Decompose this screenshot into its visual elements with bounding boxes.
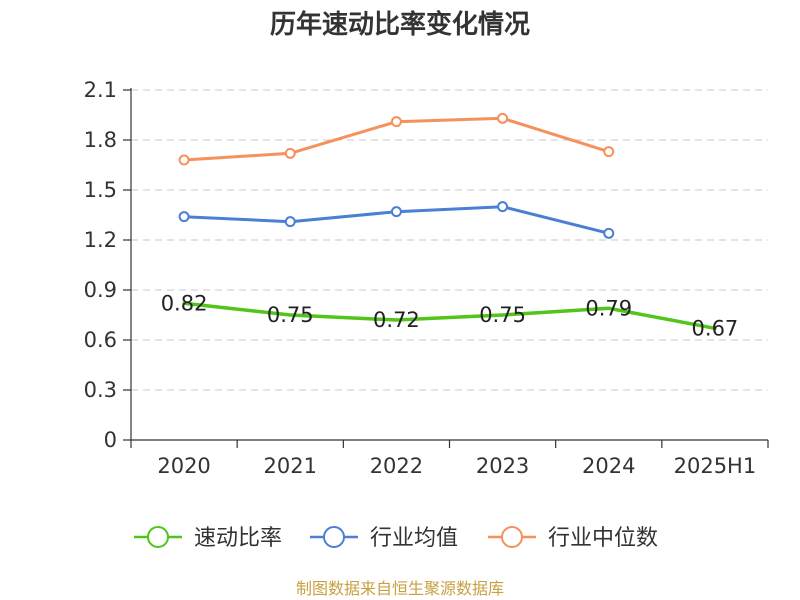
x-tick-label: 2023 <box>476 454 529 478</box>
data-label: 0.67 <box>692 316 739 340</box>
data-labels: 0.82 0.75 0.72 0.75 0.79 0.67 <box>161 291 739 340</box>
x-tick-label: 2021 <box>264 454 317 478</box>
x-tick-label: 2025H1 <box>674 454 757 478</box>
x-tick-label: 2022 <box>370 454 423 478</box>
data-label: 0.82 <box>161 291 208 315</box>
x-tick-label: 2020 <box>157 454 210 478</box>
legend-label: 速动比率 <box>194 526 282 551</box>
data-point <box>603 227 615 239</box>
legend-label: 行业均值 <box>370 526 458 551</box>
data-label: 0.75 <box>267 303 314 327</box>
legend-swatch-marker <box>147 526 169 548</box>
data-label: 0.75 <box>479 303 526 327</box>
source-note: 制图数据来自恒生聚源数据库 <box>296 579 504 598</box>
data-point <box>390 116 402 128</box>
y-tick-label: 0.3 <box>84 378 117 402</box>
legend-label: 行业中位数 <box>548 526 658 551</box>
y-tick-label: 1.5 <box>84 178 117 202</box>
data-point <box>284 216 296 228</box>
series-line <box>182 301 717 331</box>
legend: 速动比率 行业均值 行业中位数 <box>134 526 658 551</box>
y-tick-label: 2.1 <box>84 78 117 102</box>
chart-title: 历年速动比率变化情况 <box>270 9 530 40</box>
data-point <box>497 201 509 213</box>
data-point <box>178 211 190 223</box>
data-point <box>178 154 190 166</box>
legend-item: 速动比率 <box>134 526 282 551</box>
y-tick-label: 1.8 <box>84 128 117 152</box>
data-label: 0.72 <box>373 308 420 332</box>
data-point <box>603 146 615 158</box>
data-point <box>284 147 296 159</box>
data-label: 0.79 <box>585 296 632 320</box>
legend-item: 行业均值 <box>310 526 458 551</box>
grid-lines <box>131 89 768 391</box>
axes: 0 0.3 0.6 0.9 1.2 1.5 1.8 2.1 2020 2021 2022 2023 20… <box>84 78 769 478</box>
y-tick-label: 0 <box>104 428 117 452</box>
data-point <box>497 112 509 124</box>
y-tick-label: 0.9 <box>84 278 117 302</box>
legend-swatch-marker <box>501 526 523 548</box>
legend-item: 行业中位数 <box>488 526 658 551</box>
y-tick-label: 1.2 <box>84 228 117 252</box>
series-layer <box>178 112 717 331</box>
legend-swatch-marker <box>323 526 345 548</box>
data-point <box>390 206 402 218</box>
x-tick-label: 2024 <box>582 454 635 478</box>
y-tick-label: 0.6 <box>84 328 117 352</box>
